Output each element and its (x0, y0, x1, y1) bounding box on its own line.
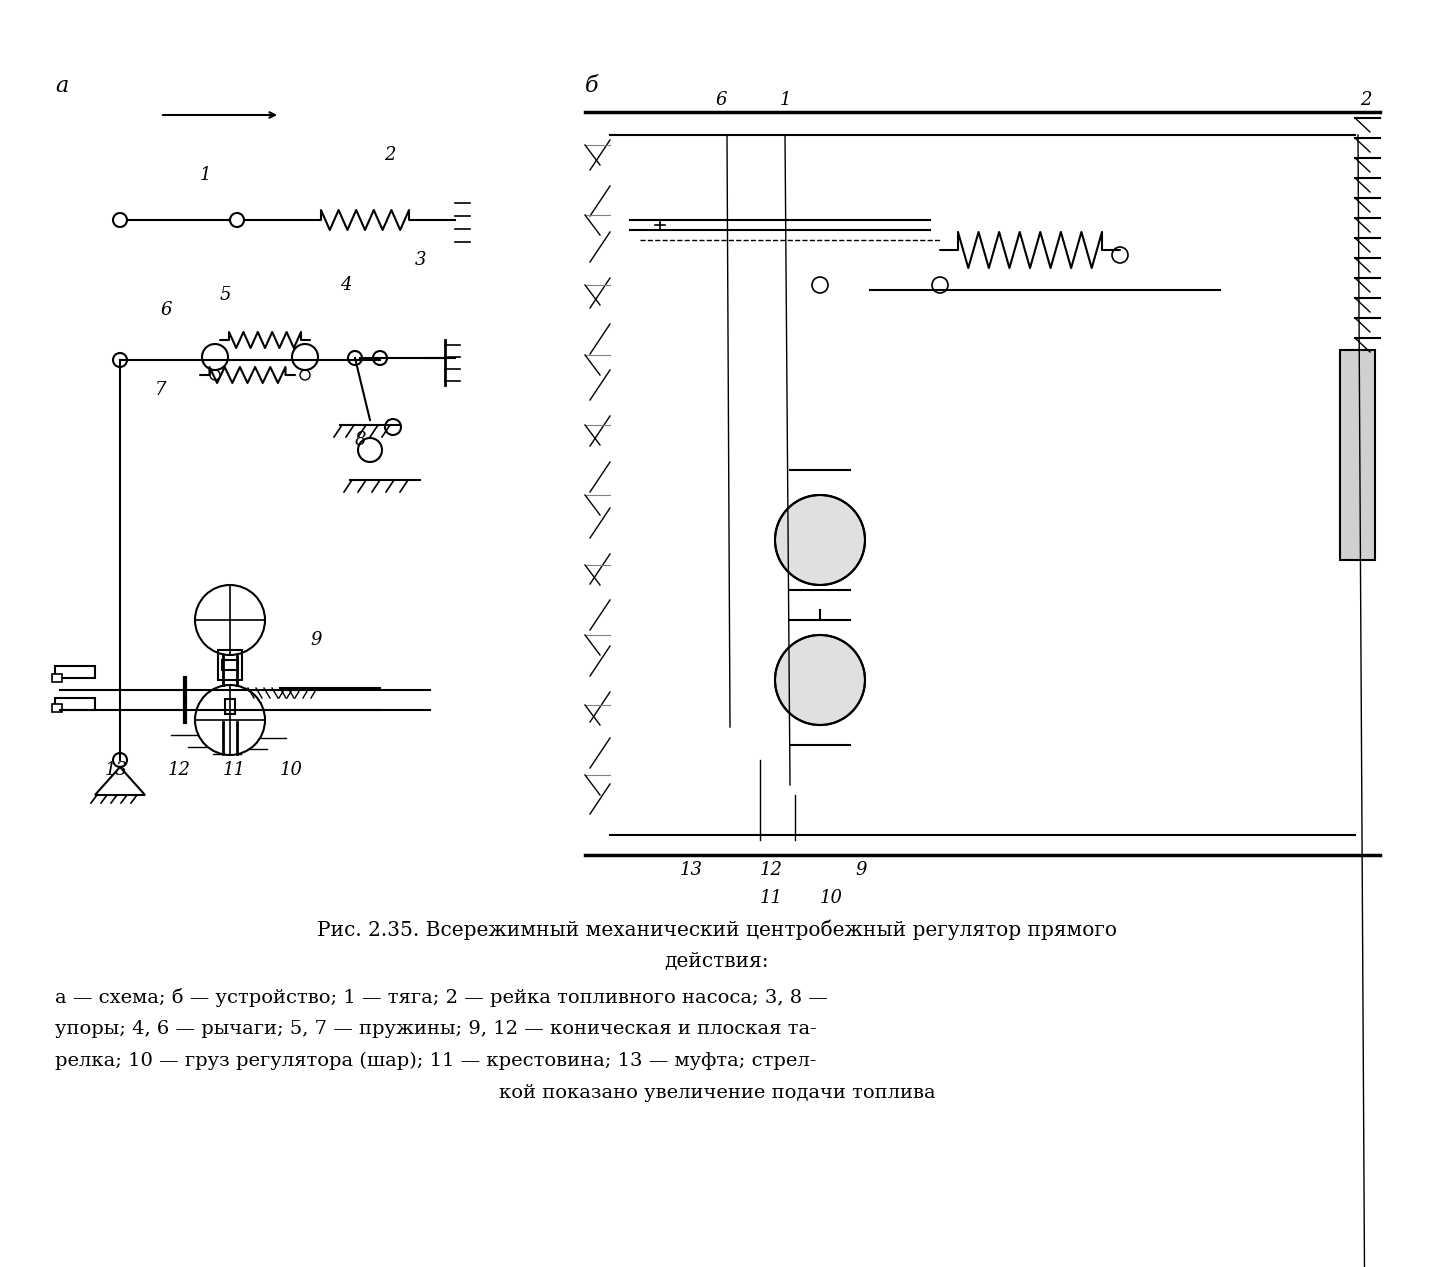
Text: 4: 4 (340, 276, 351, 294)
Text: 8: 8 (356, 431, 367, 449)
Text: действия:: действия: (665, 952, 769, 971)
Text: 1: 1 (199, 166, 211, 184)
Circle shape (774, 635, 865, 725)
Bar (52, 704, 62, 712)
Text: 12: 12 (760, 862, 783, 879)
Text: 11: 11 (760, 889, 783, 907)
Bar (1339, 350, 1375, 560)
Text: a: a (54, 75, 69, 98)
Bar (218, 650, 242, 680)
Bar (222, 660, 238, 670)
Text: Рис. 2.35. Всережимный механический центробежный регулятор прямого: Рис. 2.35. Всережимный механический цент… (317, 920, 1117, 940)
Text: 9: 9 (310, 631, 321, 649)
Text: 10: 10 (820, 889, 843, 907)
Bar (52, 674, 62, 682)
Text: упоры; 4, 6 — рычаги; 5, 7 — пружины; 9, 12 — коническая и плоская та-: упоры; 4, 6 — рычаги; 5, 7 — пружины; 9,… (54, 1020, 817, 1038)
Text: 5: 5 (219, 286, 231, 304)
Text: релка; 10 — груз регулятора (шар); 11 — крестовина; 13 — муфта; стрел-: релка; 10 — груз регулятора (шар); 11 — … (54, 1052, 816, 1071)
Text: 1: 1 (780, 91, 792, 109)
Bar (54, 698, 95, 710)
Text: 13: 13 (105, 761, 128, 779)
Circle shape (774, 495, 865, 585)
Text: 7: 7 (155, 381, 166, 399)
Text: 9: 9 (855, 862, 866, 879)
Text: 12: 12 (168, 761, 191, 779)
Text: а — схема; б — устройство; 1 — тяга; 2 — рейка топливного насоса; 3, 8 —: а — схема; б — устройство; 1 — тяга; 2 —… (54, 988, 827, 1007)
Text: 11: 11 (224, 761, 247, 779)
Text: 6: 6 (716, 91, 727, 109)
Bar (225, 699, 235, 715)
Text: 3: 3 (414, 251, 426, 269)
Text: кой показано увеличение подачи топлива: кой показано увеличение подачи топлива (499, 1085, 935, 1102)
Text: 2: 2 (384, 146, 396, 163)
Text: 6: 6 (161, 302, 172, 319)
Text: 10: 10 (280, 761, 303, 779)
Text: 13: 13 (680, 862, 703, 879)
Text: б: б (585, 75, 598, 98)
Bar (54, 666, 95, 678)
Text: 2: 2 (1359, 91, 1371, 109)
